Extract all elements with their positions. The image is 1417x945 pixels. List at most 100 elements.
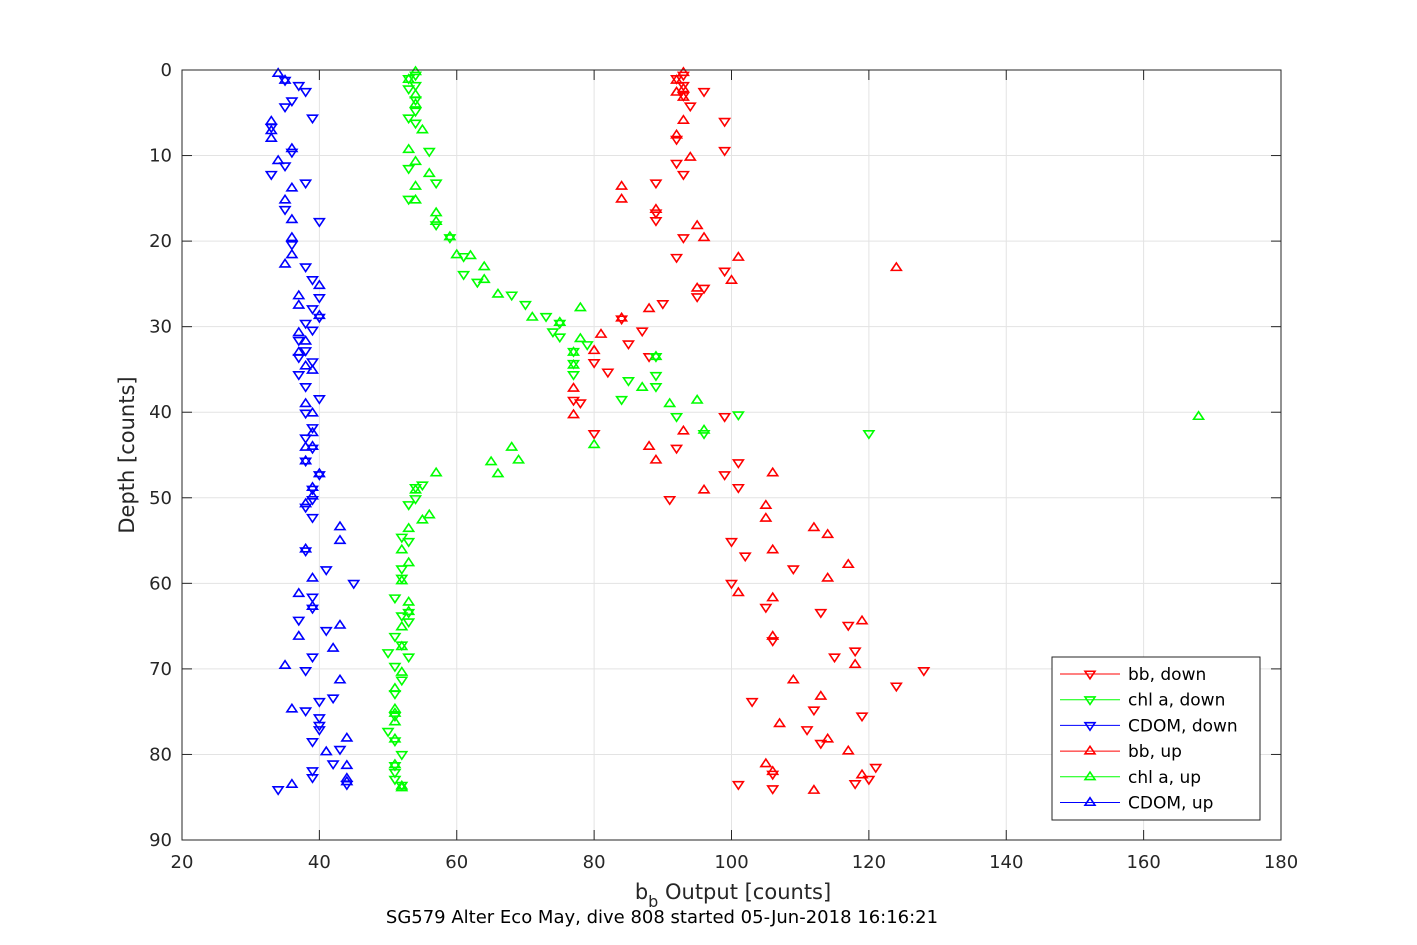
data-point [670,86,684,96]
data-point [745,697,759,708]
data-point [285,142,299,153]
data-point [278,74,292,84]
data-point [869,763,883,774]
data-point [381,649,395,659]
data-point [848,779,862,790]
data-point [402,195,416,206]
data-point [312,294,326,304]
data-point [306,426,320,437]
data-point [299,457,313,468]
data-point [285,702,299,713]
data-point [388,775,402,786]
data-point [621,340,635,350]
legend-label: bb, up [1128,742,1182,762]
data-point [683,102,697,113]
data-point [395,565,409,575]
data-point [821,572,835,582]
data-point [285,231,299,242]
data-point [285,148,299,159]
data-point [319,626,333,637]
data-point [649,179,663,190]
data-point [388,762,402,772]
data-point [814,690,828,700]
data-point [402,556,416,567]
data-point [333,745,347,756]
data-point [587,359,601,369]
data-point [567,371,581,381]
data-point [292,299,306,309]
data-point [649,383,663,393]
data-point [642,440,656,450]
data-point [264,115,278,125]
data-point [388,594,402,605]
data-point [821,528,835,539]
data-point [340,772,354,782]
data-point [395,666,409,676]
data-point [766,630,780,640]
y-tick-label: 90 [149,830,172,851]
data-point [278,205,292,216]
data-point [326,642,340,652]
data-point [402,522,416,533]
data-point [306,653,320,664]
data-point [697,483,711,494]
data-point [299,179,313,190]
data-point [299,263,313,273]
data-point [333,619,347,629]
data-point [278,258,292,268]
x-axis-label-rest: Output [counts] [658,880,831,904]
data-point [306,305,320,315]
data-point [415,481,429,492]
data-point [828,653,842,664]
data-point [299,87,313,98]
data-point [409,119,423,130]
data-point [676,424,690,435]
y-tick-label: 80 [149,744,172,765]
data-point [841,621,855,632]
data-point [312,697,326,708]
data-point [415,513,429,524]
data-point [299,667,313,677]
data-point [855,614,869,625]
data-point [299,335,313,345]
data-point [312,217,326,228]
data-point [285,181,299,192]
x-tick-label: 160 [1126,852,1160,873]
data-point [718,267,732,278]
x-tick-label: 80 [583,852,606,873]
data-point [292,630,306,640]
data-point [292,326,306,337]
data-point [718,117,732,128]
data-point [656,300,670,310]
y-tick-label: 60 [149,573,172,594]
data-point [312,714,326,724]
legend-label: chl a, up [1128,768,1201,788]
data-point [395,779,409,790]
data-point [621,377,635,387]
data-point [306,489,320,500]
data-point [477,260,491,271]
data-point [491,467,505,478]
data-point [731,780,745,791]
y-tick-label: 50 [149,488,172,509]
y-tick-label: 70 [149,659,172,680]
x-tick-label: 100 [714,852,748,873]
data-point [306,600,320,610]
data-point [292,587,306,598]
data-point [306,440,320,450]
data-point [766,543,780,554]
series-2 [264,76,361,796]
data-point [766,785,780,795]
data-point [718,471,732,481]
data-point [587,438,601,449]
data-point [278,162,292,173]
data-point [567,382,581,392]
data-point [292,616,306,627]
data-point [409,180,423,190]
series-3 [567,66,903,794]
data-points [264,65,1206,796]
data-point [312,309,326,320]
data-point [676,114,690,125]
data-point [278,659,292,670]
data-point [395,612,409,623]
